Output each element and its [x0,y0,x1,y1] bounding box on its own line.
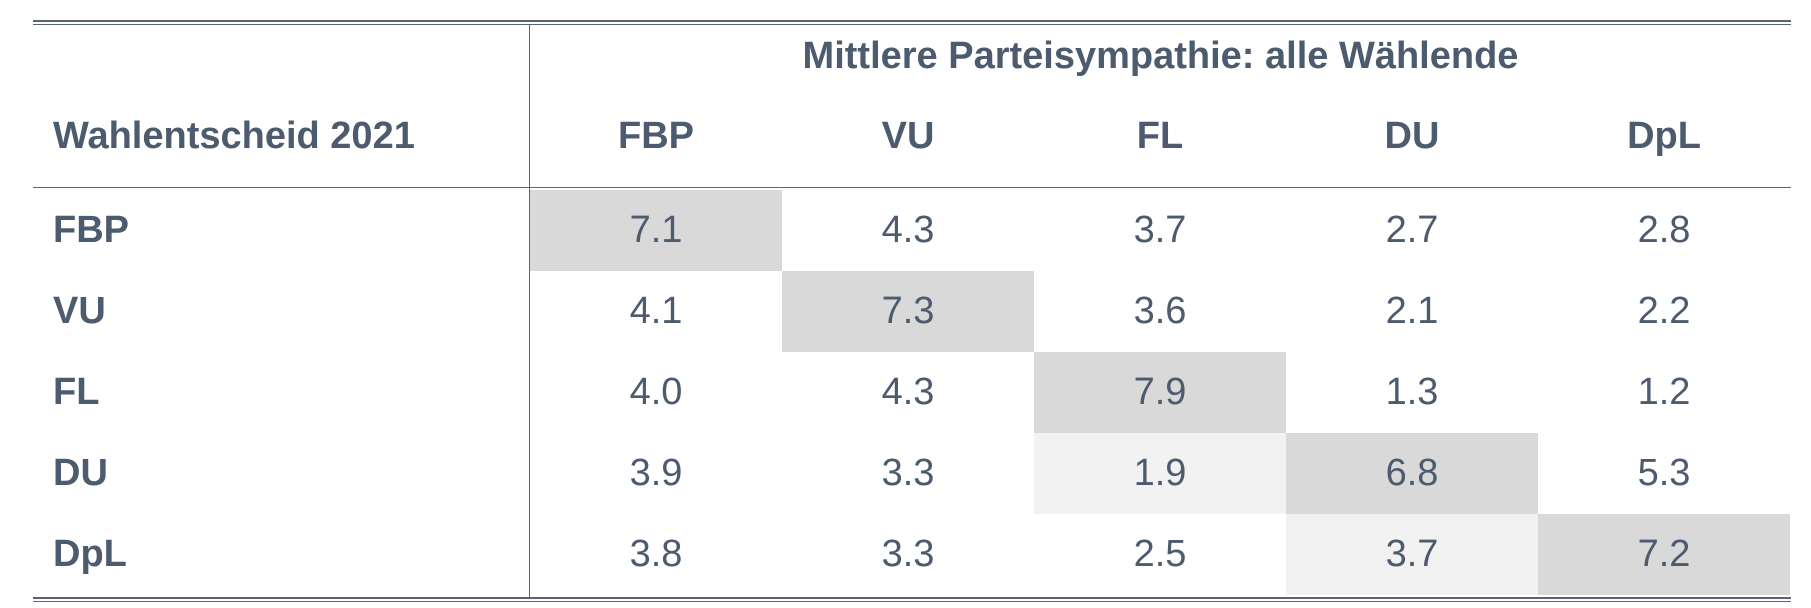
table-cell: 3.7 [1133,209,1187,251]
table-cell: 2.8 [1637,209,1691,251]
table-cell: 3.6 [1133,290,1187,332]
column-header-fbp: FBP [618,114,694,157]
stub-divider [529,24,530,597]
table-cell: 3.7 [1286,514,1538,595]
table-cell: 3.8 [629,533,683,575]
header-rule [33,187,1791,188]
top-rule [33,20,1791,22]
top-rule-inner [33,24,1791,25]
table-cell: 7.9 [1034,352,1286,433]
stub-header: Wahlentscheid 2021 [53,114,415,157]
column-header-vu: VU [881,114,935,157]
column-header-du: DU [1384,114,1440,157]
table-cell: 1.2 [1637,371,1691,413]
column-header-fl: FL [1136,114,1184,157]
bottom-rule [33,597,1791,599]
table-cell: 7.3 [782,271,1034,352]
table-cell: 1.3 [1385,371,1439,413]
table-cell: 2.5 [1133,533,1187,575]
row-label-dpl: DpL [53,533,127,575]
column-header-dpl: DpL [1627,114,1701,157]
table-cell: 4.0 [629,371,683,413]
table-cell: 1.9 [1034,433,1286,514]
table-cell: 3.3 [881,452,935,494]
table-cell: 3.9 [629,452,683,494]
row-label-vu: VU [53,290,106,332]
table-cell: 4.3 [881,209,935,251]
table-cell: 5.3 [1637,452,1691,494]
table-cell: 2.1 [1385,290,1439,332]
table-cell: 7.2 [1538,514,1790,595]
row-label-fbp: FBP [53,209,129,251]
table-cell: 4.1 [629,290,683,332]
table-cell: 2.2 [1637,290,1691,332]
row-label-du: DU [53,452,108,494]
table-cell: 2.7 [1385,209,1439,251]
bottom-rule-inner [33,601,1791,602]
group-header: Mittlere Parteisympathie: alle Wählende [802,34,1519,77]
row-label-fl: FL [53,371,100,413]
table-cell: 7.1 [530,190,782,271]
table-cell: 4.3 [881,371,935,413]
table-cell: 3.3 [881,533,935,575]
table-cell: 6.8 [1286,433,1538,514]
